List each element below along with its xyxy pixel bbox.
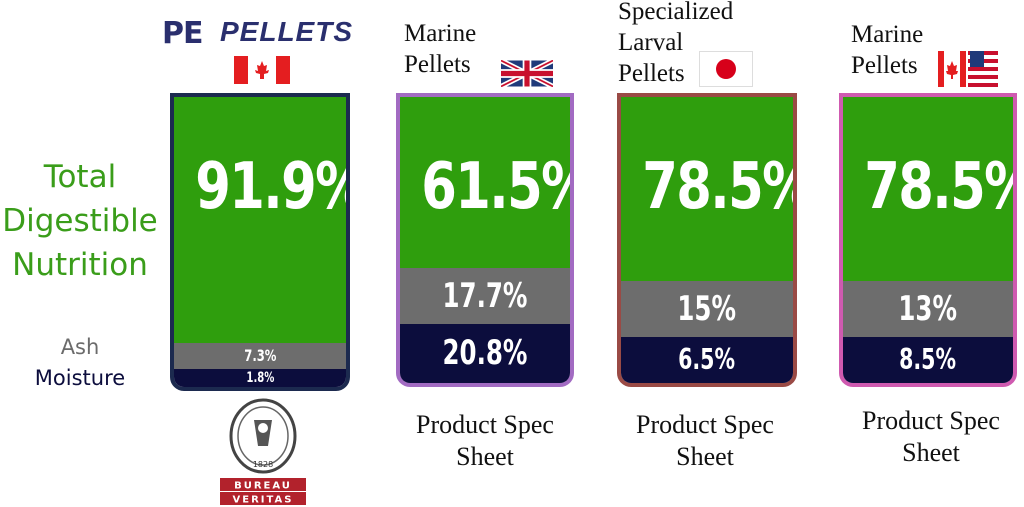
bar-card-larval-pellets-japan: 78.5% 15% 6.5% — [617, 93, 797, 387]
legend-line: Digestible — [2, 203, 158, 239]
uk-flag-icon — [501, 60, 553, 87]
data-label: 13% — [898, 289, 958, 329]
title-line: Pellets — [404, 51, 471, 78]
ash-segment: 17.7% — [400, 267, 570, 324]
bar-card-marine-pellets-uk: 61.5% 17.7% 20.8% — [396, 93, 574, 387]
legend-line: Nutrition — [12, 247, 148, 283]
moisture-segment: 1.8% — [174, 369, 346, 387]
product-spec-sheet-link-2[interactable]: Product Spec Sheet — [416, 410, 554, 471]
data-label: 17.7% — [442, 275, 528, 316]
digestible-segment: 78.5% — [843, 97, 1013, 281]
seal-line1: BUREAU — [234, 481, 292, 492]
data-label: 91.9% — [195, 150, 350, 224]
title-line: Specialized — [618, 0, 734, 25]
data-label: 78.5% — [642, 150, 797, 224]
title-line: Pellets — [618, 60, 685, 87]
data-label: 8.5% — [899, 343, 957, 376]
product-title-3: Specialized Larval Pellets — [618, 0, 733, 89]
seal-year: 1828 — [253, 460, 273, 469]
digestible-segment: 78.5% — [621, 97, 793, 281]
legend-total-digestible-nutrition: Total Digestible Nutrition — [0, 155, 160, 287]
data-label: 1.8% — [246, 370, 274, 386]
moisture-segment: 6.5% — [621, 337, 793, 383]
logo-word: PELLETS — [220, 16, 354, 47]
product-title-2: Marine Pellets — [404, 18, 476, 80]
legend-ash: Ash — [60, 335, 100, 359]
product-title-4: Marine Pellets — [851, 19, 923, 81]
data-label: 7.3% — [243, 346, 277, 365]
moisture-segment: 20.8% — [400, 323, 570, 383]
digestible-segment: 61.5% — [400, 97, 570, 268]
data-label: 6.5% — [678, 343, 736, 376]
data-label: 61.5% — [421, 150, 574, 224]
bar-card-pe-pellets: 91.9% 7.3% 1.8% — [170, 93, 350, 391]
title-line: Marine — [851, 21, 924, 48]
bureau-veritas-seal: 1828 BUREAU VERITAS — [220, 398, 306, 506]
digestible-segment: 91.9% — [174, 97, 346, 343]
usa-canada-flag-icon — [938, 51, 998, 87]
ash-segment: 13% — [843, 281, 1013, 337]
title-line: Marine — [404, 20, 477, 47]
moisture-segment: 8.5% — [843, 337, 1013, 383]
ash-segment: 15% — [621, 281, 793, 337]
product-spec-sheet-link-4[interactable]: Product Spec Sheet — [862, 406, 1000, 467]
title-line: Pellets — [851, 52, 918, 79]
data-label: 78.5% — [864, 150, 1017, 224]
title-line: Larval — [618, 29, 684, 56]
pe-pellets-logo: PE PELLETS — [162, 14, 362, 51]
logo-mark: PE — [162, 16, 203, 51]
product-spec-sheet-link-3[interactable]: Product Spec Sheet — [636, 410, 774, 471]
data-label: 20.8% — [442, 332, 528, 373]
bar-card-marine-pellets-usa: 78.5% 13% 8.5% — [839, 93, 1017, 387]
ash-segment: 7.3% — [174, 343, 346, 369]
japan-flag-icon — [699, 51, 753, 87]
legend-moisture: Moisture — [34, 366, 126, 390]
canada-flag-icon — [234, 56, 290, 84]
seal-line2: VERITAS — [233, 495, 294, 506]
legend-line: Total — [43, 159, 117, 195]
data-label: 15% — [677, 289, 737, 329]
